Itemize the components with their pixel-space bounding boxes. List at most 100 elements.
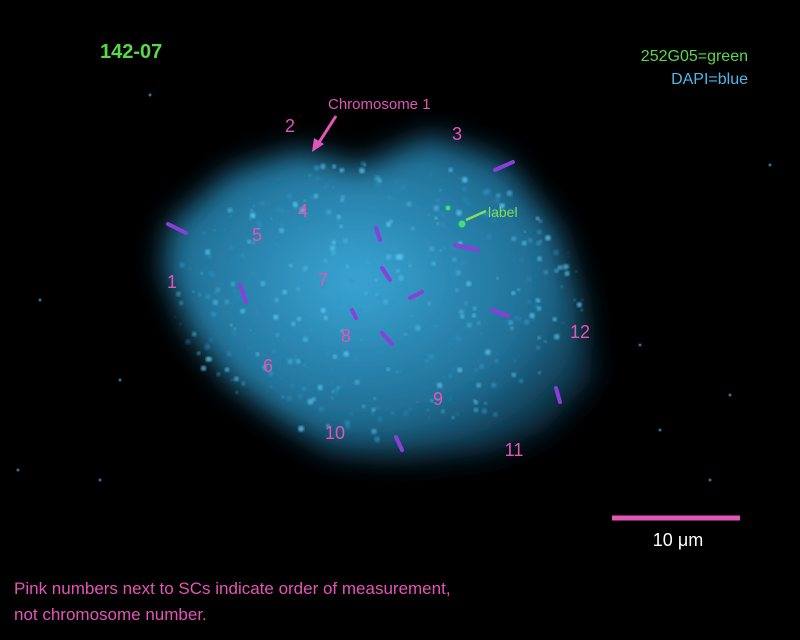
speck	[404, 332, 407, 336]
order-number: 10	[325, 423, 345, 443]
speck	[272, 349, 276, 354]
speck	[291, 321, 296, 327]
speck	[443, 246, 446, 250]
speck	[400, 163, 403, 166]
order-number: 2	[285, 116, 295, 136]
speck	[537, 336, 541, 340]
speck	[330, 367, 332, 370]
speck	[519, 257, 524, 263]
speck	[371, 407, 376, 412]
speck	[439, 189, 442, 192]
speck	[658, 428, 662, 432]
speck	[323, 187, 326, 189]
speck	[375, 293, 379, 297]
speck	[185, 339, 191, 345]
order-number: 1	[167, 272, 177, 292]
speck	[374, 175, 381, 182]
speck	[340, 329, 344, 333]
speck	[344, 420, 351, 426]
speck	[543, 339, 547, 344]
speck	[295, 359, 301, 364]
speck	[310, 327, 317, 334]
speck	[270, 217, 273, 220]
speck	[251, 240, 256, 245]
speck	[567, 255, 569, 258]
order-number: 8	[341, 326, 351, 346]
speck	[389, 335, 393, 340]
speck	[325, 351, 330, 356]
speck	[433, 214, 436, 218]
speck	[300, 248, 304, 252]
chromosome-label: Chromosome 1	[328, 96, 431, 113]
speck	[215, 287, 221, 293]
speck	[370, 325, 376, 331]
speck	[448, 167, 453, 173]
speck	[179, 322, 182, 326]
speck	[386, 221, 391, 227]
speck	[436, 222, 439, 225]
speck	[275, 333, 280, 337]
order-number: 7	[318, 270, 328, 290]
probe-label: label	[488, 204, 518, 220]
speck	[301, 386, 307, 391]
speck	[226, 351, 232, 357]
speck	[536, 229, 542, 235]
speck	[205, 293, 211, 300]
speck	[452, 257, 457, 262]
speck	[208, 357, 213, 362]
speck	[344, 202, 347, 205]
speck	[524, 319, 530, 325]
speck	[576, 302, 582, 308]
speck	[354, 379, 360, 385]
speck	[331, 397, 334, 400]
speck	[233, 327, 237, 331]
speck	[357, 216, 364, 222]
order-number: 4	[298, 201, 308, 221]
speck	[320, 307, 326, 313]
arrow-head	[312, 138, 324, 152]
speck	[331, 240, 336, 245]
speck	[638, 343, 642, 347]
synaptonemal-complexes	[166, 160, 562, 452]
speck	[332, 186, 335, 189]
speck	[418, 316, 422, 320]
speck	[422, 334, 426, 338]
speck	[345, 343, 350, 347]
scale-label: 10 μm	[653, 530, 703, 550]
speck	[260, 200, 266, 206]
speck	[280, 208, 285, 214]
speck	[557, 265, 563, 270]
order-number: 3	[452, 124, 462, 144]
speck	[430, 176, 432, 179]
speck	[460, 314, 465, 319]
speck	[336, 214, 341, 220]
speck	[476, 321, 481, 325]
speck	[457, 367, 463, 373]
speck	[494, 289, 498, 292]
speck	[437, 291, 440, 294]
speckles	[16, 93, 772, 482]
speck	[247, 347, 250, 350]
speck	[476, 359, 479, 362]
speck	[273, 314, 279, 320]
speck	[308, 173, 312, 177]
speck	[439, 249, 442, 252]
speck	[528, 238, 533, 243]
speck	[573, 298, 577, 302]
speck	[352, 169, 354, 171]
speck	[436, 392, 438, 395]
order-number: 12	[570, 322, 590, 342]
speck	[313, 193, 319, 199]
speck	[448, 397, 452, 401]
speck	[375, 267, 377, 269]
speck	[506, 190, 513, 197]
speck	[434, 216, 438, 220]
speck	[345, 264, 350, 269]
speck	[366, 261, 370, 264]
speck	[398, 275, 404, 281]
speck	[326, 209, 332, 215]
speck	[410, 314, 413, 317]
speck	[394, 180, 399, 185]
speck	[434, 225, 436, 227]
speck	[192, 290, 195, 293]
